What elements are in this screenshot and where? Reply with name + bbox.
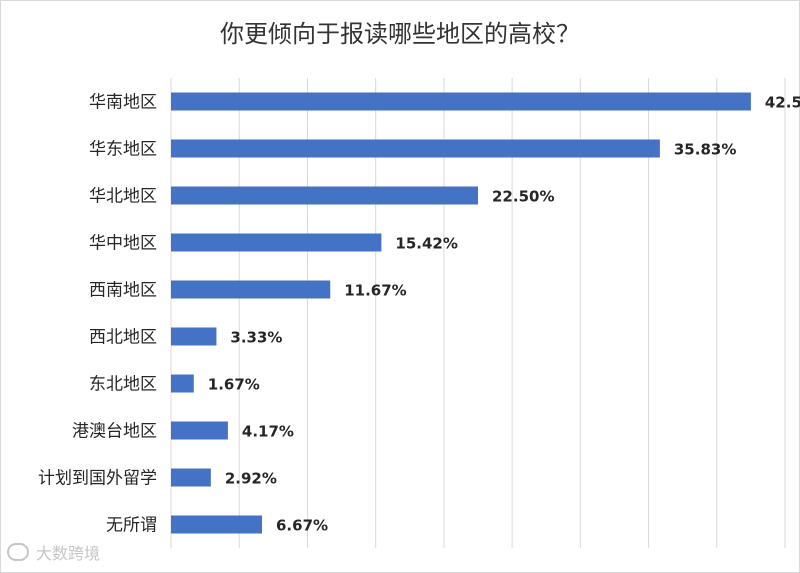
chart-title: 你更倾向于报读哪些地区的高校？	[220, 20, 580, 48]
bar-3	[171, 233, 382, 252]
value-label-3: 15.42%	[395, 235, 457, 253]
value-label-8: 2.92%	[225, 470, 277, 488]
bar-1	[171, 139, 660, 158]
bar-0	[171, 92, 751, 111]
bars	[171, 92, 751, 534]
category-label-9: 无所谓	[106, 516, 157, 536]
category-label-6: 东北地区	[89, 375, 157, 395]
category-label-4: 西南地区	[89, 281, 157, 301]
bar-9	[171, 515, 263, 534]
category-label-5: 西北地区	[89, 328, 157, 348]
value-label-9: 6.67%	[276, 517, 328, 535]
value-label-1: 35.83%	[674, 141, 736, 159]
category-label-7: 港澳台地区	[72, 422, 157, 442]
value-label-5: 3.33%	[230, 329, 282, 347]
watermark: 大数跨境	[6, 540, 100, 564]
value-label-7: 4.17%	[242, 423, 294, 441]
bar-7	[171, 421, 228, 440]
bar-5	[171, 327, 217, 346]
category-label-2: 华北地区	[89, 187, 157, 207]
value-label-6: 1.67%	[208, 376, 260, 394]
value-label-2: 22.50%	[492, 188, 554, 206]
bar-4	[171, 280, 331, 299]
bar-6	[171, 374, 194, 393]
watermark-logo-icon	[6, 541, 32, 563]
value-label-4: 11.67%	[344, 282, 406, 300]
category-label-3: 华中地区	[89, 234, 157, 254]
bar-2	[171, 186, 478, 205]
value-label-0: 42.50%	[765, 94, 800, 112]
value-labels: 42.50% 35.83% 22.50% 15.42% 11.67% 3.33% 1.67%…	[208, 94, 800, 535]
category-labels: 华南地区华东地区华北地区华中地区西南地区西北地区东北地区港澳台地区计划到国外留学…	[38, 93, 157, 536]
watermark-text: 大数跨境	[36, 544, 101, 563]
bar-8	[171, 468, 211, 487]
category-label-8: 计划到国外留学	[38, 469, 157, 489]
category-label-1: 华东地区	[89, 140, 157, 160]
category-label-0: 华南地区	[89, 93, 157, 113]
